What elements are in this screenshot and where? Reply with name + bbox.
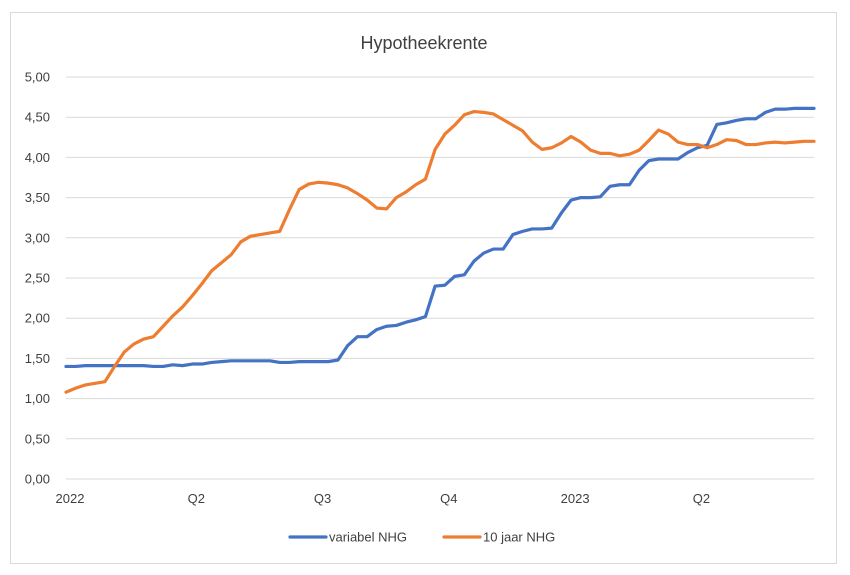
legend-label: variabel NHG bbox=[329, 530, 407, 545]
x-tick-label: Q2 bbox=[693, 491, 710, 506]
x-tick-label: Q3 bbox=[314, 491, 331, 506]
y-tick-label: 4,50 bbox=[25, 110, 50, 125]
y-tick-label: 3,00 bbox=[25, 230, 50, 245]
y-tick-label: 2,50 bbox=[25, 271, 50, 286]
y-tick-label: 4,00 bbox=[25, 150, 50, 165]
x-tick-label: Q4 bbox=[440, 491, 457, 506]
legend-label: 10 jaar NHG bbox=[483, 530, 555, 545]
x-axis-ticks: 2022 Q2 Q3 Q4 2023 Q2 bbox=[56, 491, 711, 506]
legend: variabel NHG 10 jaar NHG bbox=[288, 530, 555, 545]
series-line-10-jaar-nhg bbox=[64, 109, 816, 394]
chart-frame bbox=[10, 12, 837, 564]
x-tick-label: 2023 bbox=[561, 491, 590, 506]
series-line-variabel-nhg bbox=[64, 106, 816, 369]
y-tick-label: 1,50 bbox=[25, 351, 50, 366]
x-tick-label: Q2 bbox=[188, 491, 205, 506]
y-axis-ticks: 0,00 0,50 1,00 1,50 2,00 2,50 3,00 3,50 4,00 4,50… bbox=[25, 70, 50, 487]
series-lines bbox=[64, 106, 816, 394]
chart-title: Hypotheekrente bbox=[360, 33, 487, 53]
y-tick-label: 0,50 bbox=[25, 431, 50, 446]
x-tick-label: 2022 bbox=[56, 491, 85, 506]
y-tick-label: 3,50 bbox=[25, 190, 50, 205]
y-tick-label: 2,00 bbox=[25, 311, 50, 326]
y-tick-label: 0,00 bbox=[25, 472, 50, 487]
y-tick-label: 1,00 bbox=[25, 391, 50, 406]
y-tick-label: 5,00 bbox=[25, 70, 50, 85]
grid-lines bbox=[66, 76, 814, 480]
